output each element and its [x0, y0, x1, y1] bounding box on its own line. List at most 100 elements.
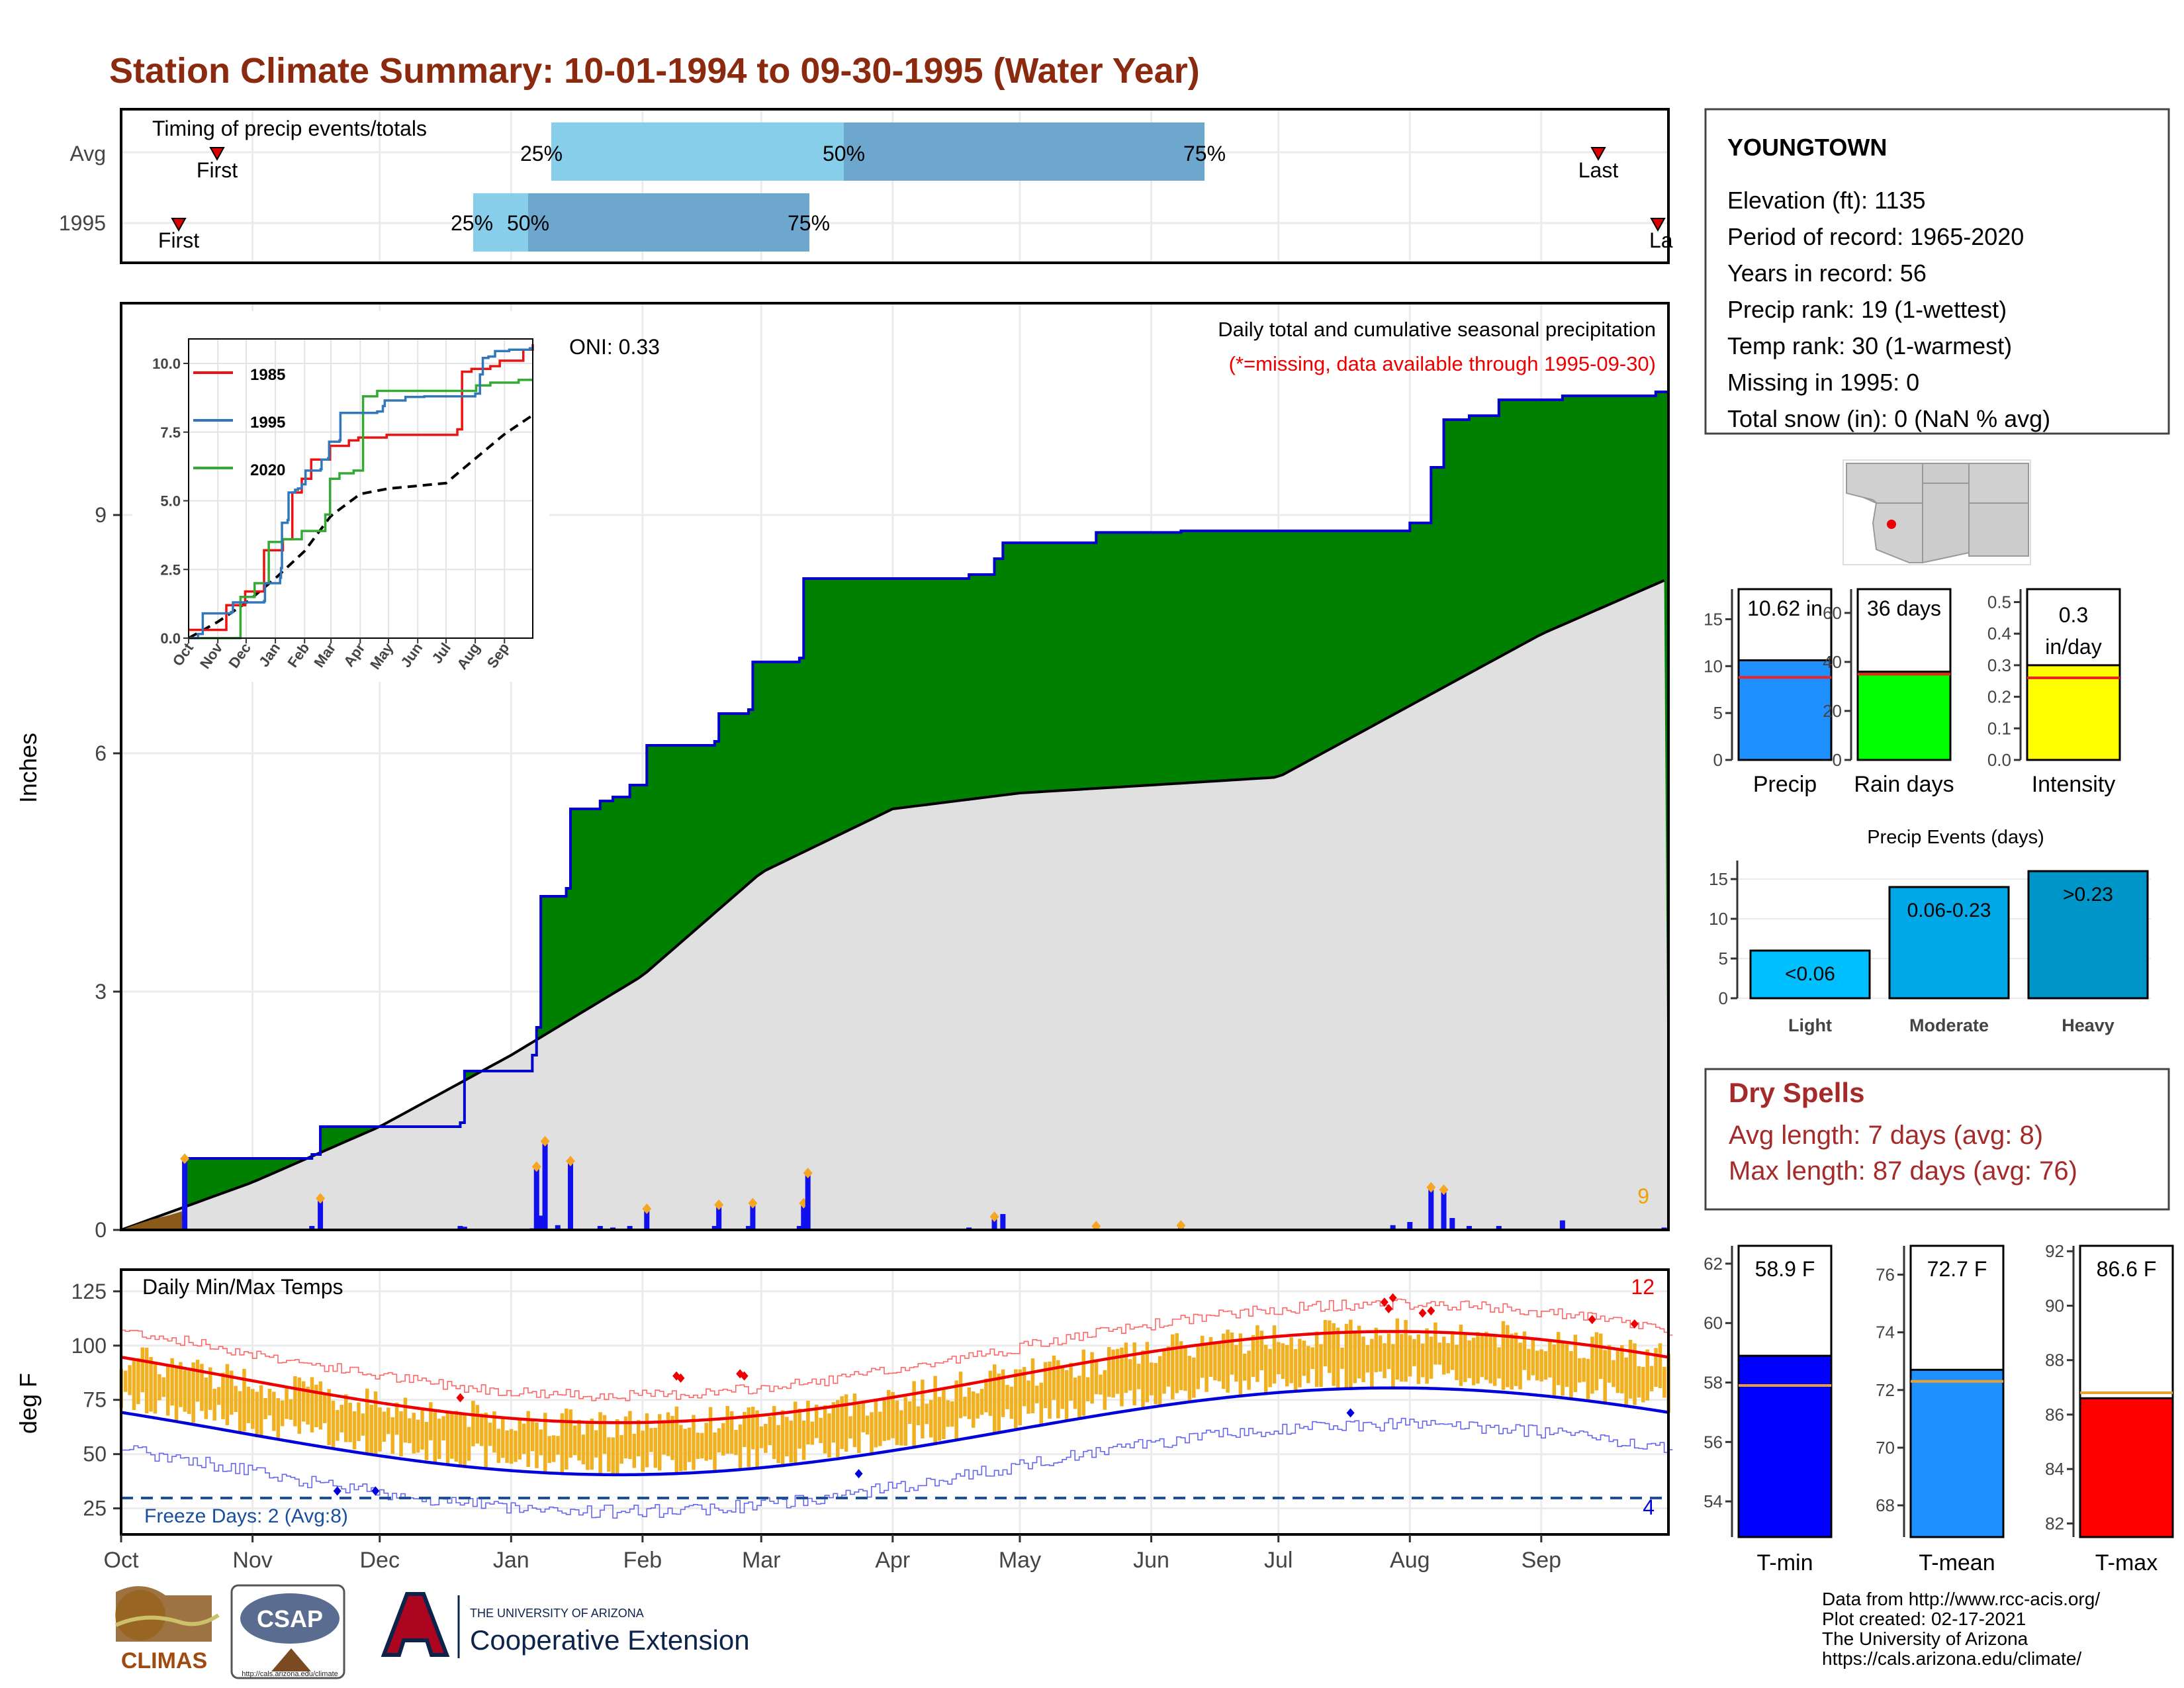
- daily-temp-bar: [1060, 1366, 1065, 1409]
- daily-temp-bar: [662, 1420, 666, 1455]
- daily-temp-bar: [1412, 1338, 1416, 1366]
- station-info-box: YOUNGTOWN Elevation (ft): 1135 Period of …: [1704, 108, 2170, 435]
- events-category-label: Light: [1788, 1015, 1832, 1035]
- daily-temp-bar: [1399, 1334, 1404, 1382]
- daily-temp-bar: [1166, 1346, 1171, 1387]
- ua-big-text: Cooperative Extension: [470, 1624, 750, 1656]
- page-title: Station Climate Summary: 10-01-1994 to 0…: [109, 51, 1200, 91]
- daily-temp-bar: [543, 1413, 547, 1473]
- stat-bars: 0 5 10 15 Precip 10.62 in 0 20 40 60 Rain days 36 d…: [1704, 588, 2121, 797]
- daily-temp-bar: [819, 1417, 823, 1444]
- daily-precip-bar: [542, 1143, 548, 1230]
- daily-temp-bar: [1022, 1367, 1026, 1407]
- daily-temp-bar: [848, 1416, 852, 1439]
- daily-temp-bar: [1094, 1361, 1099, 1395]
- daily-temp-bar: [204, 1377, 208, 1419]
- daily-temp-bar: [429, 1402, 433, 1440]
- footer-credits: Data from http://www.rcc-acis.org/ Plot …: [1822, 1589, 2100, 1669]
- daily-temp-bar: [1649, 1366, 1654, 1391]
- daily-temp-bar: [1332, 1323, 1336, 1386]
- daily-temp-bar: [492, 1411, 496, 1453]
- footer-line-2: Plot created: 02-17-2021: [1822, 1609, 2026, 1629]
- daily-temp-bar: [293, 1376, 297, 1427]
- daily-temp-bar: [1005, 1385, 1009, 1409]
- daily-temp-bar: [1620, 1345, 1624, 1393]
- station-location-marker: [1887, 520, 1896, 529]
- daily-temp-bar: [1492, 1335, 1497, 1386]
- daily-temp-bar: [607, 1437, 611, 1472]
- daily-temp-bar: [615, 1419, 619, 1474]
- temp-ytick-label: 125: [71, 1280, 107, 1303]
- record-low-line: [121, 1417, 1673, 1519]
- daily-temp-bar: [1645, 1349, 1649, 1401]
- daily-temp-bar: [1497, 1347, 1501, 1379]
- daily-temp-bar: [925, 1403, 929, 1425]
- daily-temp-bar: [301, 1381, 306, 1422]
- daily-temp-bar: [891, 1391, 895, 1438]
- events-bar-heavy: [2027, 870, 2149, 1000]
- inset-series-1995: [189, 346, 534, 639]
- daily-temp-bar: [1242, 1353, 1247, 1381]
- events-bar-label: 0.06-0.23: [1907, 900, 1991, 921]
- daily-temp-bar: [1387, 1333, 1391, 1370]
- daily-temp-bar: [1522, 1331, 1527, 1370]
- daily-temp-bar: [734, 1430, 738, 1456]
- temp-frame: [120, 1268, 1670, 1536]
- daily-temp-bar: [484, 1412, 488, 1469]
- avg-last-label: Last: [1578, 158, 1619, 182]
- daily-temp-bar: [412, 1413, 416, 1454]
- average-low-line: [120, 1386, 1669, 1477]
- daily-temp-bar: [1353, 1332, 1357, 1383]
- daily-temp-bar: [373, 1391, 378, 1456]
- events-category-label: Moderate: [1909, 1015, 1989, 1035]
- daily-temp-bar: [1378, 1335, 1383, 1372]
- footer-logos: CLIMAS CSAP http://cals.arizona.edu/clim…: [114, 1584, 750, 1679]
- daily-temp-bar: [136, 1358, 140, 1405]
- daily-temp-bar: [242, 1368, 246, 1432]
- year-q50-q75-bar: [528, 193, 809, 252]
- daily-temp-bar: [1569, 1351, 1573, 1401]
- daily-temp-bar: [336, 1410, 340, 1441]
- daily-temp-bar: [1217, 1342, 1222, 1382]
- footer-line-4: https://cals.arizona.edu/climate/: [1822, 1648, 2081, 1669]
- daily-temp-bar: [764, 1423, 768, 1453]
- daily-temp-bar: [1285, 1344, 1289, 1387]
- csap-logo: CSAP http://cals.arizona.edu/climate: [230, 1584, 345, 1679]
- daily-precip-bar: [1441, 1191, 1447, 1230]
- dry-spells-max: Max length: 87 days (avg: 76): [1729, 1156, 2077, 1186]
- daily-precip-bar: [750, 1204, 756, 1230]
- daily-temp-bar: [1069, 1362, 1073, 1401]
- tmax-value: 86.6 F: [2097, 1257, 2157, 1281]
- daily-temp-bar: [556, 1436, 560, 1455]
- daily-temp-bar: [187, 1370, 191, 1415]
- daily-temp-bar: [170, 1358, 174, 1406]
- precip-ytick-label: 0: [95, 1218, 107, 1242]
- daily-precip-bar: [457, 1226, 463, 1230]
- events-ytick-label: 0: [1719, 988, 1728, 1008]
- daily-temp-bar: [683, 1429, 687, 1471]
- precip-missing-note: (*=missing, data available through 1995-…: [1229, 352, 1656, 375]
- daily-temp-bar: [1336, 1327, 1340, 1388]
- daily-temp-bar: [1192, 1357, 1196, 1398]
- daily-temp-bar: [950, 1401, 954, 1427]
- precip-ytick-label: 10: [1704, 656, 1723, 676]
- daily-temp-bar: [831, 1402, 836, 1443]
- daily-temp-bar: [1594, 1332, 1599, 1391]
- daily-temp-bar: [874, 1401, 878, 1448]
- tmax-ytick-label: 90: [2045, 1295, 2064, 1315]
- daily-temp-bar: [1281, 1343, 1285, 1380]
- precip-ytick-label: 3: [95, 980, 107, 1004]
- daily-temp-bar: [1442, 1336, 1446, 1375]
- precip-value: 10.62 in: [1747, 596, 1823, 620]
- record-high-marker: [1380, 1297, 1388, 1307]
- year-last-marker: [1650, 218, 1666, 232]
- daily-temp-bar: [870, 1412, 874, 1456]
- climas-wave: [114, 1613, 220, 1627]
- oni-label: ONI: 0.33: [569, 335, 660, 359]
- year-q25-q50-bar: [473, 193, 528, 252]
- daily-precip-marker: [180, 1153, 190, 1164]
- daily-temp-bar: [958, 1372, 963, 1419]
- daily-temp-bar: [1158, 1356, 1162, 1407]
- daily-temp-bar: [755, 1410, 759, 1468]
- daily-temp-bar: [1255, 1325, 1259, 1382]
